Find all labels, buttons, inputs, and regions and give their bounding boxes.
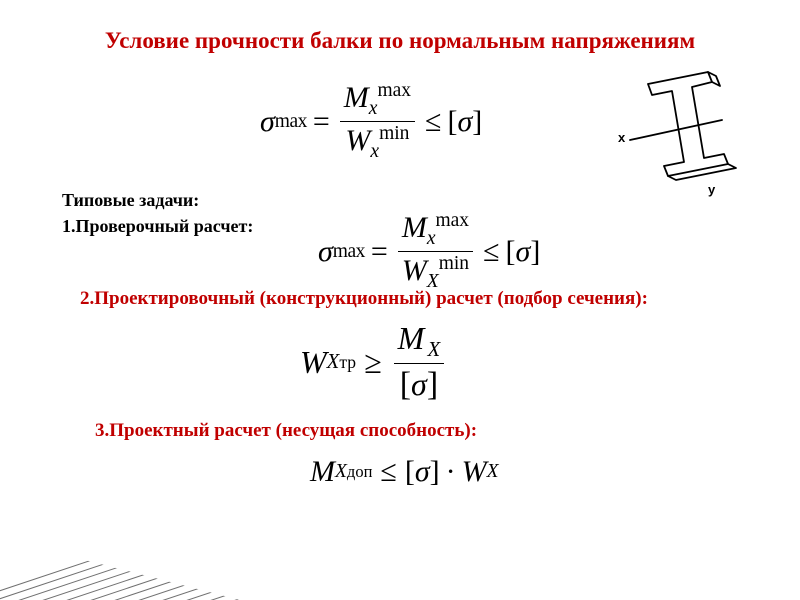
page-title: Условие прочности балки по нормальным на… <box>65 28 735 54</box>
decorative-hatch <box>0 500 240 600</box>
formula-design: WXтр ≥ M X [σ] <box>300 320 448 404</box>
ibeam-diagram: x y <box>600 70 740 200</box>
heading-capacity: 3.Проектный расчет (несущая способность)… <box>95 420 477 442</box>
heading-design: 2.Проектировочный (конструкционный) расч… <box>80 288 648 310</box>
axis-y-label: y <box>708 182 715 197</box>
axis-x-label: x <box>618 130 625 145</box>
formula-strength-condition: σmax = Mxmax Wxmin ≤ [σ] <box>260 80 482 164</box>
formula-capacity: MXдоп ≤ [σ] · WX <box>310 455 499 489</box>
heading-typical: Типовые задачи: <box>62 190 199 211</box>
heading-check: 1.Проверочный расчет: <box>62 216 253 237</box>
formula-check: σmax = Mxmax WXmin ≤ [σ] <box>318 210 540 294</box>
